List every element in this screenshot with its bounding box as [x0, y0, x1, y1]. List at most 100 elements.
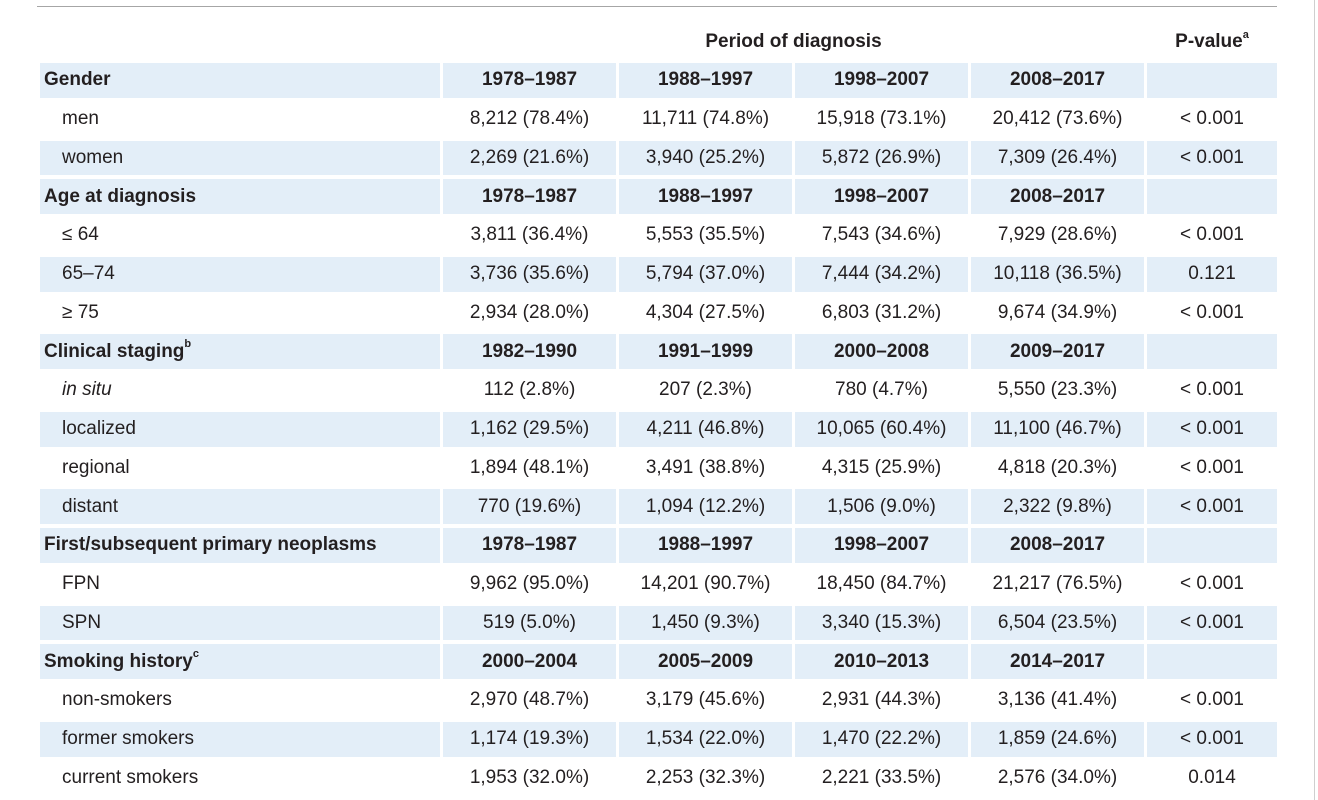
p-value-cell: < 0.001 — [1180, 301, 1244, 323]
count-percent-cell: 7,543 (34.6%) — [821, 224, 942, 246]
row-label: ≤ 64 — [62, 224, 99, 246]
period-header-text: Period of diagnosis — [705, 31, 882, 52]
count-percent-cell: 3,940 (25.2%) — [619, 140, 792, 176]
count-percent-cell: 1,534 (22.0%) — [619, 721, 792, 757]
count-percent-cell: 2,322 (9.8%) — [971, 489, 1144, 524]
section-header-row: Gender 1978–1987 1988–1997 1998–2007 2008–20… — [40, 63, 1277, 98]
count-percent-cell: 11,711 (74.8%) — [641, 108, 770, 130]
count-percent-cell: 2,576 (34.0%) — [997, 766, 1118, 788]
table-row: localized 1,162 (29.5%) 4,211 (46.8%) 10,06… — [40, 411, 1277, 447]
count-percent-cell: 15,918 (73.1%) — [816, 108, 947, 130]
table-row: women 2,269 (21.6%) 3,940 (25.2%) 5,872 (26… — [40, 140, 1277, 176]
p-value-cell: < 0.001 — [1180, 379, 1244, 401]
period-header-cell: 1988–1997 — [619, 179, 792, 214]
p-value-header: P-valuea — [1147, 25, 1277, 59]
row-label: women — [40, 140, 440, 176]
period-header-cell: 2000–2004 — [443, 644, 616, 679]
section-title-text: Gender — [44, 69, 111, 91]
empty-p-value-cell — [1147, 334, 1277, 369]
count-percent-cell: 1,470 (22.2%) — [795, 721, 968, 757]
count-percent-cell: 2,221 (33.5%) — [821, 766, 942, 788]
data-table: Period of diagnosis P-valuea Gender 1978–… — [37, 21, 1280, 799]
section-title-text: Smoking history — [44, 650, 193, 672]
count-percent-cell: 1,859 (24.6%) — [971, 721, 1144, 757]
period-header-cell: 1978–1987 — [443, 63, 616, 98]
count-percent-cell: 2,931 (44.3%) — [821, 689, 942, 711]
empty-p-value-cell — [1147, 63, 1277, 98]
row-label: distant — [40, 489, 440, 524]
p-value-cell: 0.014 — [1188, 766, 1236, 788]
table-top-rule — [37, 6, 1277, 7]
period-header-cell: 2008–2017 — [971, 528, 1144, 563]
row-label: SPN — [40, 605, 440, 641]
count-percent-cell: 1,506 (9.0%) — [795, 489, 968, 524]
row-label: in situ — [62, 379, 112, 401]
period-header-cell: 2014–2017 — [971, 644, 1144, 679]
p-value-cell: < 0.001 — [1180, 108, 1244, 130]
table-row: in situ 112 (2.8%) 207 (2.3%) 780 (4.7%) 5,5… — [40, 373, 1277, 408]
period-header-cell: 2008–2017 — [971, 63, 1144, 98]
count-percent-cell: 7,444 (34.2%) — [795, 256, 968, 292]
period-header-cell: 2005–2009 — [619, 644, 792, 679]
table-row: former smokers 1,174 (19.3%) 1,534 (22.0%)… — [40, 721, 1277, 757]
count-percent-cell: 1,174 (19.3%) — [443, 721, 616, 757]
period-header-cell: 1998–2007 — [795, 528, 968, 563]
p-value-cell: < 0.001 — [1180, 573, 1244, 595]
table-row: ≥ 75 2,934 (28.0%) 4,304 (27.5%) 6,803 (31.… — [40, 296, 1277, 331]
section-header-row: First/subsequent primary neoplasms 1978–1… — [40, 528, 1277, 563]
period-header-cell: 2010–2013 — [795, 644, 968, 679]
count-percent-cell: 10,118 (36.5%) — [971, 256, 1144, 292]
count-percent-cell: 1,450 (9.3%) — [619, 605, 792, 641]
empty-header-cell — [40, 25, 440, 59]
period-header-cell: 1988–1997 — [619, 63, 792, 98]
count-percent-cell: 20,412 (73.6%) — [992, 108, 1123, 130]
count-percent-cell: 770 (19.6%) — [443, 489, 616, 524]
table-column-header-row: Period of diagnosis P-valuea — [40, 25, 1277, 59]
row-label: current smokers — [62, 766, 199, 788]
count-percent-cell: 3,136 (41.4%) — [997, 689, 1118, 711]
count-percent-cell: 5,550 (23.3%) — [997, 379, 1118, 401]
row-label: localized — [40, 411, 440, 447]
period-header-cell: 2009–2017 — [971, 334, 1144, 369]
table-row: current smokers 1,953 (32.0%) 2,253 (32.3%… — [40, 761, 1277, 796]
count-percent-cell: 4,211 (46.8%) — [619, 411, 792, 447]
count-percent-cell: 5,872 (26.9%) — [795, 140, 968, 176]
section-footnote-marker: b — [184, 338, 192, 351]
p-value-footnote-marker: a — [1242, 28, 1249, 41]
section-title: Smoking historyc — [40, 644, 440, 679]
period-header-cell: 1991–1999 — [619, 334, 792, 369]
count-percent-cell: 6,803 (31.2%) — [821, 301, 942, 323]
table-row: men 8,212 (78.4%) 11,711 (74.8%) 15,918 (73… — [40, 102, 1277, 137]
count-percent-cell: 112 (2.8%) — [483, 379, 576, 401]
p-value-cell: < 0.001 — [1147, 411, 1277, 447]
table-row: non-smokers 2,970 (48.7%) 3,179 (45.6%) 2,9… — [40, 683, 1277, 718]
period-of-diagnosis-header: Period of diagnosis — [443, 25, 1144, 59]
table-row: ≤ 64 3,811 (36.4%) 5,553 (35.5%) 7,543 (34.… — [40, 218, 1277, 253]
section-title-text: First/subsequent primary neoplasms — [44, 534, 377, 556]
empty-p-value-cell — [1147, 179, 1277, 214]
count-percent-cell: 1,894 (48.1%) — [469, 456, 590, 478]
count-percent-cell: 780 (4.7%) — [835, 379, 928, 401]
count-percent-cell: 18,450 (84.7%) — [816, 573, 947, 595]
row-label: former smokers — [40, 721, 440, 757]
table-body: Period of diagnosis P-valuea Gender 1978–… — [40, 25, 1277, 795]
count-percent-cell: 7,309 (26.4%) — [971, 140, 1144, 176]
p-value-header-text: P-value — [1175, 31, 1243, 52]
count-percent-cell: 207 (2.3%) — [659, 379, 752, 401]
p-value-cell: < 0.001 — [1147, 721, 1277, 757]
count-percent-cell: 2,970 (48.7%) — [469, 689, 590, 711]
period-header-cell: 1998–2007 — [795, 63, 968, 98]
count-percent-cell: 2,934 (28.0%) — [469, 301, 590, 323]
count-percent-cell: 5,553 (35.5%) — [645, 224, 766, 246]
p-value-cell: < 0.001 — [1147, 140, 1277, 176]
section-footnote-marker: c — [192, 648, 199, 661]
table-row: regional 1,894 (48.1%) 3,491 (38.8%) 4,315 … — [40, 451, 1277, 486]
count-percent-cell: 5,794 (37.0%) — [619, 256, 792, 292]
count-percent-cell: 14,201 (90.7%) — [640, 573, 771, 595]
count-percent-cell: 3,491 (38.8%) — [645, 456, 766, 478]
section-header-row: Age at diagnosis 1978–1987 1988–1997 1998–2… — [40, 179, 1277, 214]
period-header-cell: 1998–2007 — [795, 179, 968, 214]
page-frame-edge — [1314, 0, 1315, 800]
section-header-row: Smoking historyc 2000–2004 2005–2009 2010–2… — [40, 644, 1277, 679]
count-percent-cell: 8,212 (78.4%) — [469, 108, 590, 130]
